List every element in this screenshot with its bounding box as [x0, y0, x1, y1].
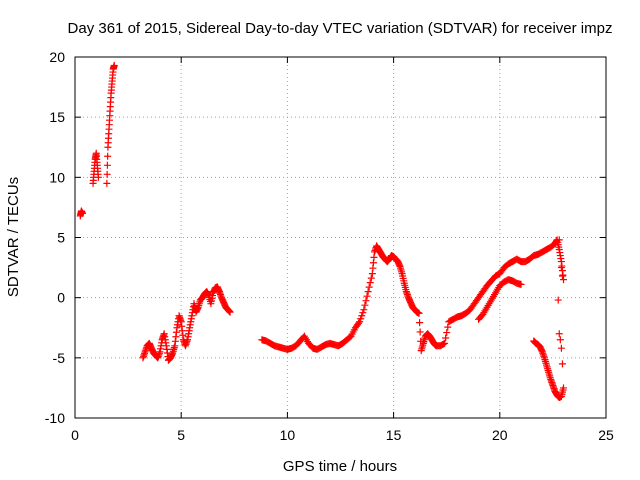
data-point [103, 161, 111, 169]
data-point [104, 152, 112, 160]
data-series [76, 61, 568, 402]
data-point [361, 301, 369, 309]
data-point [365, 283, 373, 291]
data-point [103, 170, 111, 178]
x-tick-label: 15 [386, 427, 402, 443]
data-point [416, 328, 424, 336]
data-point [560, 276, 568, 284]
data-point [554, 296, 562, 304]
y-tick-label: 0 [57, 290, 65, 306]
data-point [441, 339, 449, 347]
data-point [366, 279, 374, 287]
data-point [78, 209, 86, 217]
data-point [364, 288, 372, 296]
data-point [558, 360, 566, 368]
y-axis-label: SDTVAR / TECUs [5, 177, 22, 297]
data-point [360, 306, 368, 314]
data-point [558, 272, 566, 280]
data-point [356, 318, 364, 326]
data-point [416, 319, 424, 327]
data-point [103, 179, 111, 187]
data-point [362, 297, 370, 305]
data-point [557, 264, 565, 272]
y-tick-label: 10 [49, 169, 65, 185]
data-point [415, 309, 423, 317]
chart-title: Day 361 of 2015, Sidereal Day-to-day VTE… [68, 20, 613, 37]
data-point [367, 274, 375, 282]
data-point [110, 61, 118, 69]
data-point [442, 334, 450, 342]
data-point [555, 236, 563, 244]
y-tick-label: -10 [45, 410, 65, 426]
data-point [444, 323, 452, 331]
data-point [94, 173, 102, 181]
x-axis-label: GPS time / hours [283, 458, 397, 475]
x-tick-label: 10 [280, 427, 296, 443]
x-tick-label: 5 [177, 427, 185, 443]
data-point [556, 336, 564, 344]
data-point [557, 344, 565, 352]
data-point [517, 280, 525, 288]
data-point [560, 384, 568, 392]
data-point [226, 308, 234, 316]
plot-frame [74, 56, 607, 419]
grid [75, 57, 606, 418]
data-point [355, 319, 363, 327]
y-tick-label: 20 [49, 49, 65, 65]
axis-ticks: 0 5 10 15 20 25 -10 -5 0 5 10 15 20 [45, 49, 614, 443]
y-tick-label: 5 [57, 230, 65, 246]
data-point [363, 292, 371, 300]
x-tick-label: 25 [598, 427, 614, 443]
data-point [358, 312, 366, 320]
data-point [357, 315, 365, 323]
y-tick-label: 15 [49, 109, 65, 125]
x-tick-label: 0 [71, 427, 79, 443]
data-point [440, 340, 448, 348]
data-point [359, 309, 367, 317]
y-tick-label: -5 [53, 350, 66, 366]
data-point [555, 330, 563, 338]
data-point [443, 329, 451, 337]
x-tick-label: 20 [492, 427, 508, 443]
